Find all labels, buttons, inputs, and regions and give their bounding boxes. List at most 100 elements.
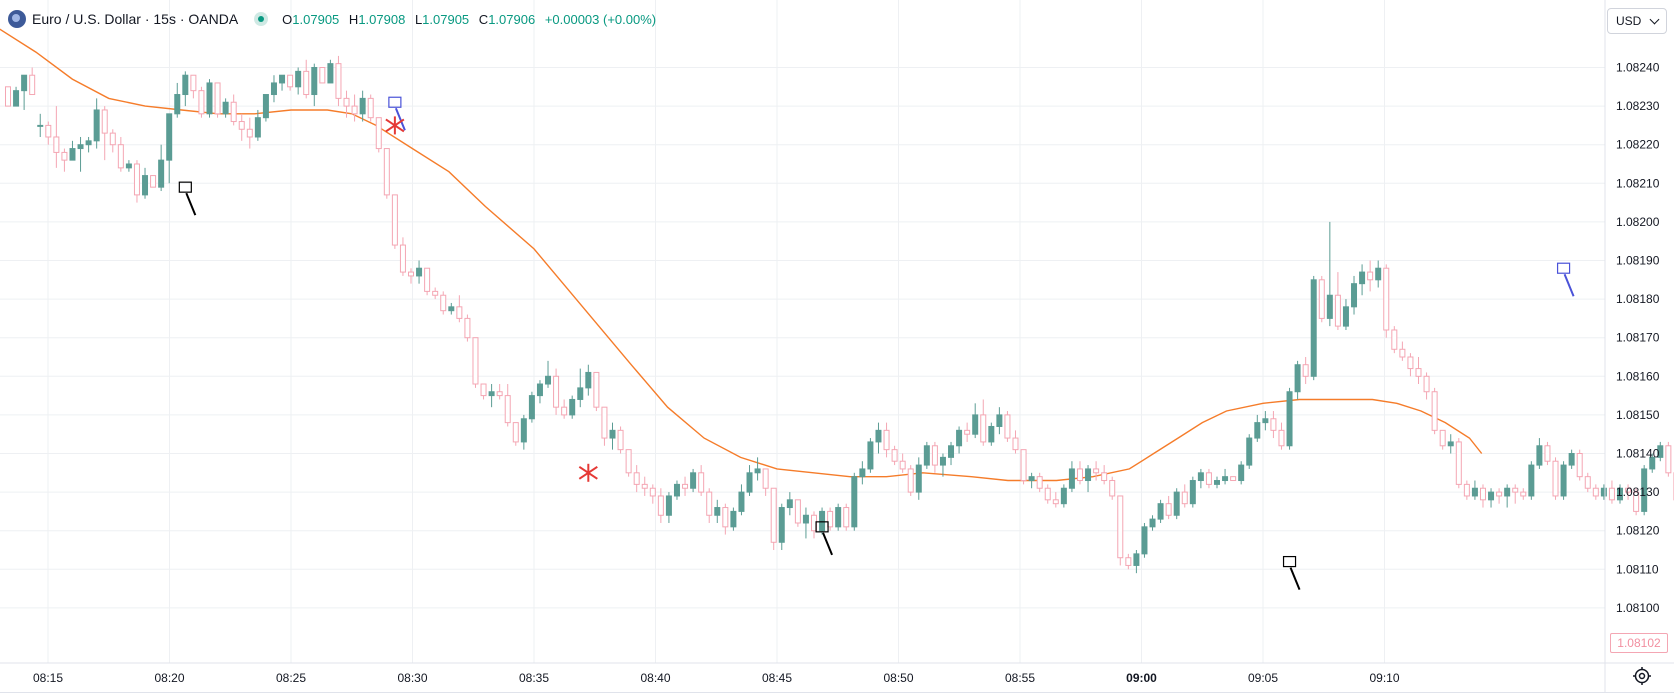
candle <box>448 302 455 315</box>
close-label: C <box>478 11 489 27</box>
candle <box>1302 357 1309 385</box>
candle <box>988 422 995 446</box>
time-tick-label: 08:50 <box>883 671 913 685</box>
candle <box>270 75 277 103</box>
close-value: 1.07906 <box>488 11 536 27</box>
candle <box>746 465 753 496</box>
candle <box>1471 480 1478 500</box>
candle <box>343 90 350 118</box>
price-tick-label: 1.08180 <box>1616 292 1660 306</box>
moving-average-line <box>0 28 1483 482</box>
candle <box>1334 272 1341 330</box>
candle <box>1205 468 1212 489</box>
candle <box>996 407 1003 435</box>
candle <box>367 94 374 122</box>
candle <box>1133 550 1140 574</box>
candle <box>867 438 874 473</box>
candle <box>738 484 745 516</box>
candle <box>1431 387 1438 435</box>
settings-gear-icon[interactable] <box>1632 666 1652 686</box>
trade-marker-cross[interactable] <box>578 463 598 482</box>
high-label: H <box>348 11 359 27</box>
candle <box>150 175 157 188</box>
candle <box>649 484 656 504</box>
candle <box>93 98 100 149</box>
candle <box>182 71 189 107</box>
price-axis[interactable]: 1.08240 1.08230 1.08220 1.08210 1.08200 1.081… <box>1616 61 1660 615</box>
candle <box>1109 476 1116 500</box>
trade-marker-box[interactable] <box>178 181 197 216</box>
price-tick-label: 1.08130 <box>1616 485 1660 499</box>
candle <box>125 160 132 172</box>
candle <box>1383 264 1390 338</box>
trade-marker-cross[interactable] <box>385 116 405 135</box>
time-axis[interactable]: 08:15 08:20 08:25 08:30 08:35 08:40 08:45 08:50… <box>33 671 1400 685</box>
candle <box>1488 488 1495 508</box>
time-tick-label: 08:45 <box>762 671 792 685</box>
candle <box>520 414 527 450</box>
market-open-status-icon[interactable] <box>254 12 269 26</box>
candle <box>456 295 463 323</box>
low-label: L <box>414 11 423 27</box>
candle <box>1246 434 1253 469</box>
candle <box>279 74 286 91</box>
candle <box>496 384 503 400</box>
open-label: O <box>282 11 293 27</box>
price-tick-label: 1.08230 <box>1616 99 1660 113</box>
candle <box>254 109 261 141</box>
candle <box>359 90 366 122</box>
candle <box>682 476 689 496</box>
candle <box>351 94 358 122</box>
candle <box>1068 461 1075 493</box>
trade-marker-box[interactable] <box>1556 262 1575 297</box>
price-tick-label: 1.08220 <box>1616 138 1660 152</box>
candle <box>222 98 229 118</box>
candle <box>1214 476 1220 489</box>
candle <box>1028 472 1035 489</box>
trade-marker-box[interactable] <box>1282 555 1301 590</box>
symbol-title[interactable]: Euro / U.S. Dollar · 15s · OANDA <box>32 11 239 27</box>
trade-marker-box[interactable] <box>388 96 406 131</box>
time-tick-label: 08:20 <box>154 671 184 685</box>
candle <box>13 86 20 107</box>
candle <box>512 422 519 446</box>
candle <box>45 121 52 145</box>
candle <box>1117 495 1124 566</box>
time-tick-label: 08:15 <box>33 671 63 685</box>
candle <box>859 461 866 485</box>
candlesticks <box>5 55 1674 574</box>
candle <box>1165 495 1172 520</box>
candle <box>1407 353 1414 377</box>
price-tick-label: 1.08160 <box>1616 369 1660 383</box>
candle <box>214 82 221 118</box>
candle <box>1060 484 1067 508</box>
candle <box>5 86 11 107</box>
candle <box>1479 484 1486 508</box>
currency-selector[interactable]: USD <box>1607 8 1667 34</box>
candle <box>819 507 826 535</box>
candle <box>158 144 165 192</box>
candle <box>424 267 431 296</box>
candle <box>1278 422 1285 450</box>
price-tick-label: 1.08120 <box>1616 524 1660 538</box>
candle <box>641 476 648 496</box>
candle <box>617 426 624 454</box>
candle <box>1391 326 1398 354</box>
time-tick-label: 08:30 <box>397 671 427 685</box>
trade-marker-box[interactable] <box>815 521 833 556</box>
candle <box>1052 492 1059 508</box>
candle <box>391 194 398 249</box>
candle <box>504 384 511 427</box>
candle <box>1044 484 1051 504</box>
candle <box>190 74 197 99</box>
price-tick-label: 1.08200 <box>1616 215 1660 229</box>
candle <box>875 422 882 454</box>
candle <box>1101 465 1108 485</box>
candle <box>1149 515 1156 531</box>
candle <box>794 499 801 527</box>
candle <box>295 67 302 95</box>
candle <box>1318 275 1325 323</box>
candle <box>673 480 680 500</box>
candle <box>1375 260 1382 288</box>
